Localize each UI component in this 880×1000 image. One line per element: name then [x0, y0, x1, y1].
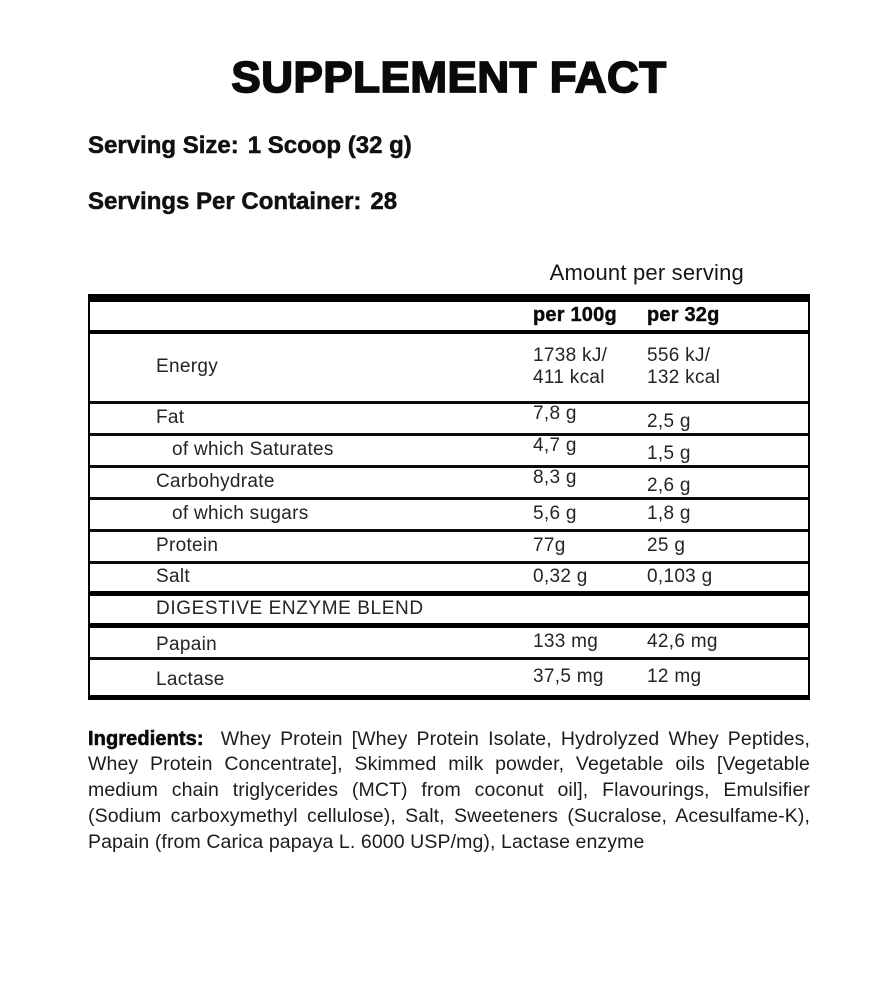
- row-label: Fat: [156, 407, 185, 429]
- column-header-per32g: per 32g: [647, 304, 720, 326]
- row-value-per100g: 5,6 g: [533, 502, 577, 524]
- row-label: Lactase: [156, 669, 225, 691]
- serving-size-label: Serving Size:: [88, 132, 239, 160]
- table-row-saturates: of which Saturates 4,7 g 1,5 g: [90, 434, 808, 468]
- row-label: Papain: [156, 634, 217, 656]
- row-label: of which Saturates: [172, 439, 334, 461]
- row-value-per32g: 556 kJ/ 132 kcal: [647, 344, 721, 389]
- row-value-per100g: 37,5 mg: [533, 665, 604, 687]
- serving-size-value: 1 Scoop (32 g): [247, 132, 412, 160]
- column-header-per100g: per 100g: [533, 304, 617, 326]
- ingredients-text: Whey Protein [Whey Protein Isolate, Hydr…: [88, 727, 810, 853]
- nutrition-facts-table: per 100g per 32g Energy 1738 kJ/ 411 kca…: [88, 294, 810, 700]
- row-label: Protein: [156, 535, 219, 557]
- ingredients-paragraph: Ingredients: Whey Protein [Whey Protein …: [88, 726, 810, 856]
- table-row-energy: Energy 1738 kJ/ 411 kcal 556 kJ/ 132 kca…: [90, 334, 808, 404]
- row-value-per100g: 1738 kJ/ 411 kcal: [533, 344, 608, 389]
- row-value-per32g: 1,5 g: [647, 442, 691, 464]
- row-value-per32g: 1,8 g: [647, 502, 691, 524]
- table-row-fat: Fat 7,8 g 2,5 g: [90, 402, 808, 436]
- serving-size-line: Serving Size: 1 Scoop (32 g): [88, 132, 810, 160]
- row-label: Carbohydrate: [156, 471, 275, 493]
- servings-per-container-value: 28: [370, 188, 398, 216]
- row-value-per32g: 12 mg: [647, 665, 702, 687]
- row-value-per32g: 2,6 g: [647, 474, 691, 496]
- table-row-protein: Protein 77g 25 g: [90, 532, 808, 564]
- row-label: Energy: [156, 356, 219, 378]
- table-row-salt: Salt 0,32 g 0,103 g: [90, 564, 808, 596]
- table-row-carbohydrate: Carbohydrate 8,3 g 2,6 g: [90, 466, 808, 500]
- row-label: of which sugars: [172, 503, 309, 525]
- amount-per-serving-header: Amount per serving: [549, 260, 744, 285]
- row-value-per100g: 7,8 g: [533, 402, 577, 424]
- row-label: Salt: [156, 566, 190, 588]
- row-value-per100g: [533, 607, 647, 611]
- table-row-papain: Papain 133 mg 42,6 mg: [90, 628, 808, 660]
- row-value-per32g: 0,103 g: [647, 565, 713, 587]
- servings-per-container-label: Servings Per Container:: [88, 188, 362, 216]
- row-value-per100g: 133 mg: [533, 630, 599, 652]
- row-label: DIGESTIVE ENZYME BLEND: [156, 598, 424, 620]
- row-value-per32g: 42,6 mg: [647, 630, 718, 652]
- row-value-per100g: 77g: [533, 534, 566, 556]
- row-value-per100g: 4,7 g: [533, 434, 577, 456]
- page-title: SUPPLEMENT FACT: [230, 53, 667, 102]
- row-value-per32g: 2,5 g: [647, 410, 691, 432]
- ingredients-label: Ingredients:: [88, 727, 204, 750]
- table-header-row: per 100g per 32g: [90, 302, 808, 334]
- servings-per-container-line: Servings Per Container: 28: [88, 188, 810, 216]
- row-value-per32g: 25 g: [647, 534, 686, 556]
- table-row-digestive-enzyme-blend: DIGESTIVE ENZYME BLEND: [90, 596, 808, 628]
- row-value-per100g: 0,32 g: [533, 565, 588, 587]
- header-empty-cell: [90, 314, 533, 318]
- table-row-lactase: Lactase 37,5 mg 12 mg: [90, 660, 808, 695]
- row-value-per100g: 8,3 g: [533, 466, 577, 488]
- row-value-per32g: [647, 607, 808, 611]
- table-row-sugars: of which sugars 5,6 g 1,8 g: [90, 500, 808, 532]
